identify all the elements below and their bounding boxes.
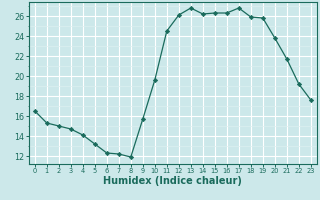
X-axis label: Humidex (Indice chaleur): Humidex (Indice chaleur) (103, 176, 242, 186)
